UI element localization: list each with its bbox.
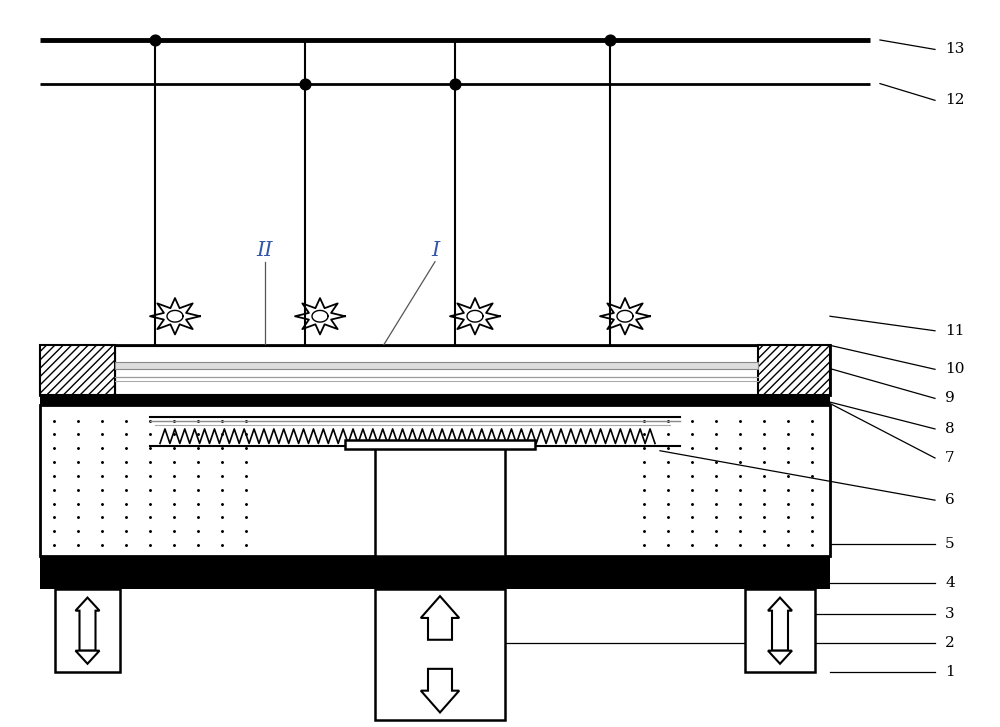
Bar: [40, 405, 830, 556]
Bar: [40, 395, 830, 405]
Polygon shape: [421, 596, 459, 640]
Polygon shape: [76, 651, 99, 664]
Text: 4: 4: [945, 576, 955, 590]
Text: 9: 9: [945, 391, 955, 406]
Bar: [758, 345, 830, 395]
Polygon shape: [76, 598, 99, 651]
Polygon shape: [768, 651, 792, 664]
Text: 10: 10: [945, 362, 964, 377]
Text: 8: 8: [945, 422, 955, 436]
Text: 2: 2: [945, 636, 955, 651]
Bar: [115, 362, 758, 369]
Bar: [40, 345, 115, 395]
Bar: [345, 440, 535, 449]
Polygon shape: [421, 669, 459, 712]
Bar: [375, 443, 505, 556]
Text: I: I: [431, 241, 439, 260]
Text: II: II: [257, 241, 273, 260]
Text: 11: 11: [945, 324, 964, 338]
Text: 12: 12: [945, 93, 964, 108]
Text: 13: 13: [945, 42, 964, 57]
Text: 7: 7: [945, 451, 955, 465]
Bar: [40, 345, 830, 358]
Bar: [375, 589, 505, 720]
Bar: [745, 589, 815, 672]
Point: [447, 78, 463, 89]
Point: [147, 34, 163, 46]
Text: 6: 6: [945, 493, 955, 507]
Text: 1: 1: [945, 665, 955, 680]
Bar: [40, 556, 830, 589]
Text: 3: 3: [945, 607, 955, 622]
Text: 5: 5: [945, 537, 955, 551]
Bar: [40, 345, 830, 395]
Polygon shape: [768, 598, 792, 651]
Point: [602, 34, 618, 46]
Point: [297, 78, 313, 89]
Bar: [55, 589, 120, 672]
Bar: [115, 346, 758, 394]
